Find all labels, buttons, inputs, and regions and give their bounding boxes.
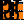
- Title: Bulgaria: Bulgaria: [0, 0, 24, 6]
- Title: Italy: Italy: [0, 0, 24, 6]
